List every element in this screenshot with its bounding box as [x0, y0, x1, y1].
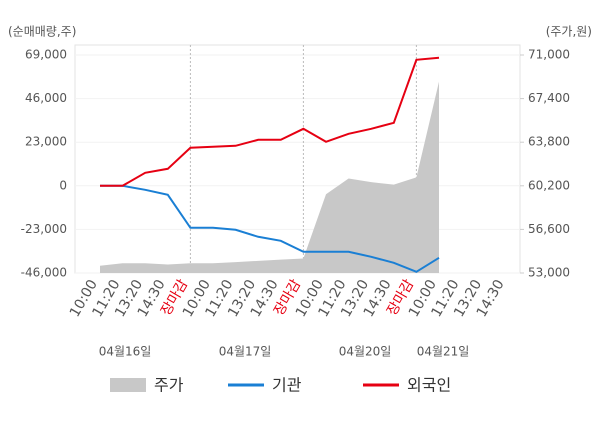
y-tick-label: 0: [59, 178, 67, 192]
y-axis-label: (순매매량,주): [8, 25, 76, 39]
y2-tick-label: 63,800: [528, 135, 570, 149]
series-line: [100, 56, 440, 187]
price-area: [100, 81, 439, 274]
y-tick-label: -23,000: [21, 222, 67, 236]
y2-axis-label: (주가,원): [546, 25, 592, 39]
legend-swatch: [110, 378, 146, 392]
series-line: [100, 184, 440, 273]
y-tick-label: 46,000: [25, 91, 67, 105]
date-label: 04월21일: [417, 345, 470, 359]
legend-label: 외국인: [407, 376, 451, 395]
date-label: 04월17일: [219, 345, 272, 359]
date-label: 04월20일: [339, 345, 392, 359]
legend-label: 기관: [272, 376, 302, 395]
date-label: 04월16일: [99, 345, 152, 359]
y-tick-label: 23,000: [25, 135, 67, 149]
y2-tick-label: 53,000: [528, 266, 570, 280]
legend-label: 주가: [154, 376, 184, 395]
y-tick-label: 69,000: [25, 48, 67, 62]
y-tick-label: -46,000: [21, 266, 67, 280]
y2-tick-label: 71,000: [528, 48, 570, 62]
y2-tick-label: 56,600: [528, 222, 570, 236]
y2-tick-label: 60,200: [528, 178, 570, 192]
plot-area: [74, 44, 521, 274]
y2-tick-label: 67,400: [528, 91, 570, 105]
